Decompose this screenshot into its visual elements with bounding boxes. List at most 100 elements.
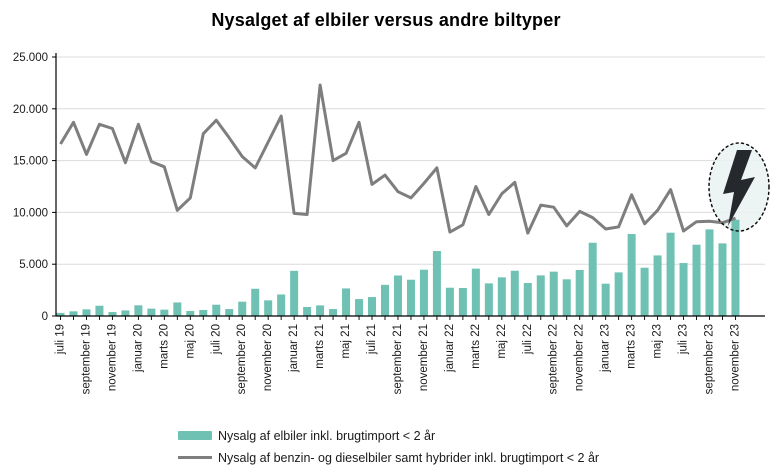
ev-bars bbox=[56, 219, 740, 316]
y-tick-label: 5.000 bbox=[19, 259, 48, 271]
ev-bar bbox=[69, 311, 78, 316]
ev-bar bbox=[705, 229, 714, 316]
ev-bar bbox=[510, 270, 519, 316]
x-tick-label: juli 22 bbox=[522, 324, 534, 355]
x-tick-label: marts 21 bbox=[314, 324, 326, 369]
legend-label-ice: Nysalg af benzin- og dieselbiler samt hy… bbox=[218, 450, 600, 465]
ev-bar bbox=[484, 283, 493, 316]
ev-bar bbox=[82, 309, 91, 316]
x-tick-label: november 23 bbox=[729, 324, 741, 391]
ev-bar bbox=[679, 263, 688, 316]
ev-bar bbox=[251, 288, 260, 316]
ev-bar bbox=[238, 301, 247, 316]
ev-bar bbox=[121, 310, 130, 316]
ev-bar-swatch bbox=[178, 431, 212, 440]
x-tick-label: juli 19 bbox=[55, 324, 67, 355]
x-tick-label: september 19 bbox=[80, 324, 92, 394]
x-tick-label: maj 21 bbox=[340, 324, 352, 359]
x-tick-label: maj 23 bbox=[652, 324, 664, 359]
ev-bar bbox=[523, 283, 532, 316]
ev-bar bbox=[432, 251, 441, 316]
ev-bar bbox=[627, 234, 636, 316]
x-tick-label: maj 20 bbox=[184, 324, 196, 359]
ev-bar bbox=[277, 294, 286, 316]
legend-label-ev: Nysalg af elbiler inkl. brugtimport < 2 … bbox=[218, 428, 436, 443]
ev-bar bbox=[575, 270, 584, 316]
x-tick-label: november 22 bbox=[574, 324, 586, 391]
x-tick-label: juli 23 bbox=[678, 324, 690, 355]
ev-bar bbox=[640, 267, 649, 316]
legend-item-ice: Nysalg af benzin- og dieselbiler samt hy… bbox=[178, 450, 599, 465]
ev-bar bbox=[56, 312, 65, 316]
ev-bar bbox=[95, 305, 104, 316]
x-tick-label: november 20 bbox=[262, 324, 274, 391]
x-tick-label: januar 21 bbox=[288, 324, 300, 373]
x-tick-label: januar 23 bbox=[600, 324, 612, 373]
ev-bar bbox=[497, 277, 506, 316]
ev-bar bbox=[329, 309, 338, 316]
highlight-ellipse bbox=[708, 142, 770, 232]
ev-bar bbox=[212, 304, 221, 316]
ev-bar bbox=[108, 312, 117, 316]
chart-legend: Nysalg af elbiler inkl. brugtimport < 2 … bbox=[178, 428, 599, 465]
ev-bar bbox=[731, 219, 740, 316]
x-tick-label: maj 22 bbox=[496, 324, 508, 359]
ev-bar bbox=[134, 305, 143, 316]
y-axis-labels: 0 5.000 10.000 15.000 20.000 25.000 bbox=[13, 52, 48, 323]
ice-line-swatch bbox=[178, 456, 212, 459]
y-gridlines bbox=[52, 56, 765, 317]
ev-bar bbox=[186, 311, 195, 316]
ev-bar bbox=[588, 242, 597, 316]
ev-bar bbox=[445, 287, 454, 316]
ev-bar bbox=[342, 288, 351, 316]
x-tick-label: juli 21 bbox=[366, 324, 378, 355]
ev-bar bbox=[303, 306, 312, 316]
x-tick-label: marts 22 bbox=[470, 324, 482, 369]
x-tick-label: september 23 bbox=[704, 324, 716, 394]
ev-bar bbox=[173, 302, 182, 316]
ev-bar bbox=[381, 284, 389, 316]
ev-bar bbox=[368, 297, 377, 316]
ev-bar bbox=[393, 275, 402, 316]
ev-bar bbox=[471, 268, 480, 316]
ev-bar bbox=[264, 300, 273, 316]
ev-bar bbox=[666, 232, 675, 316]
lightning-bolt-icon bbox=[723, 150, 755, 226]
x-axis-labels: juli 19 september 19 november 19 januar 20 m… bbox=[55, 324, 742, 394]
y-tick-label: 15.000 bbox=[13, 156, 48, 168]
ev-bar bbox=[290, 270, 299, 316]
ev-bar bbox=[614, 272, 623, 316]
chart-title: Nysalget af elbiler versus andre biltype… bbox=[211, 10, 561, 30]
y-tick-label: 25.000 bbox=[13, 52, 48, 64]
ev-bar bbox=[692, 244, 701, 316]
ice-line bbox=[59, 83, 737, 235]
x-tick-label: januar 20 bbox=[132, 324, 144, 373]
ev-bar bbox=[225, 309, 234, 316]
ev-bar bbox=[562, 279, 571, 316]
ev-bar bbox=[718, 243, 727, 316]
ev-bar bbox=[316, 305, 325, 316]
x-tick-label: september 21 bbox=[392, 324, 404, 394]
x-tick-label: marts 23 bbox=[626, 324, 638, 369]
ev-bar bbox=[549, 271, 558, 316]
ev-bar bbox=[653, 255, 662, 316]
ev-bar bbox=[355, 299, 364, 316]
ev-bar bbox=[458, 288, 467, 316]
ev-bar bbox=[419, 269, 428, 316]
ev-bar bbox=[536, 275, 545, 316]
ev-bar bbox=[406, 279, 415, 316]
y-tick-label: 20.000 bbox=[13, 104, 48, 116]
ev-bar bbox=[147, 308, 156, 316]
x-ticks bbox=[60, 316, 736, 320]
y-tick-label: 0 bbox=[42, 311, 48, 323]
y-tick-label: 10.000 bbox=[13, 207, 48, 219]
x-tick-label: marts 20 bbox=[158, 324, 170, 369]
x-tick-label: juli 20 bbox=[210, 324, 222, 355]
x-tick-label: november 21 bbox=[418, 324, 430, 391]
x-tick-label: januar 22 bbox=[444, 324, 456, 373]
x-tick-label: september 20 bbox=[236, 324, 248, 394]
x-tick-label: november 19 bbox=[106, 324, 118, 391]
ev-bar bbox=[199, 309, 208, 316]
